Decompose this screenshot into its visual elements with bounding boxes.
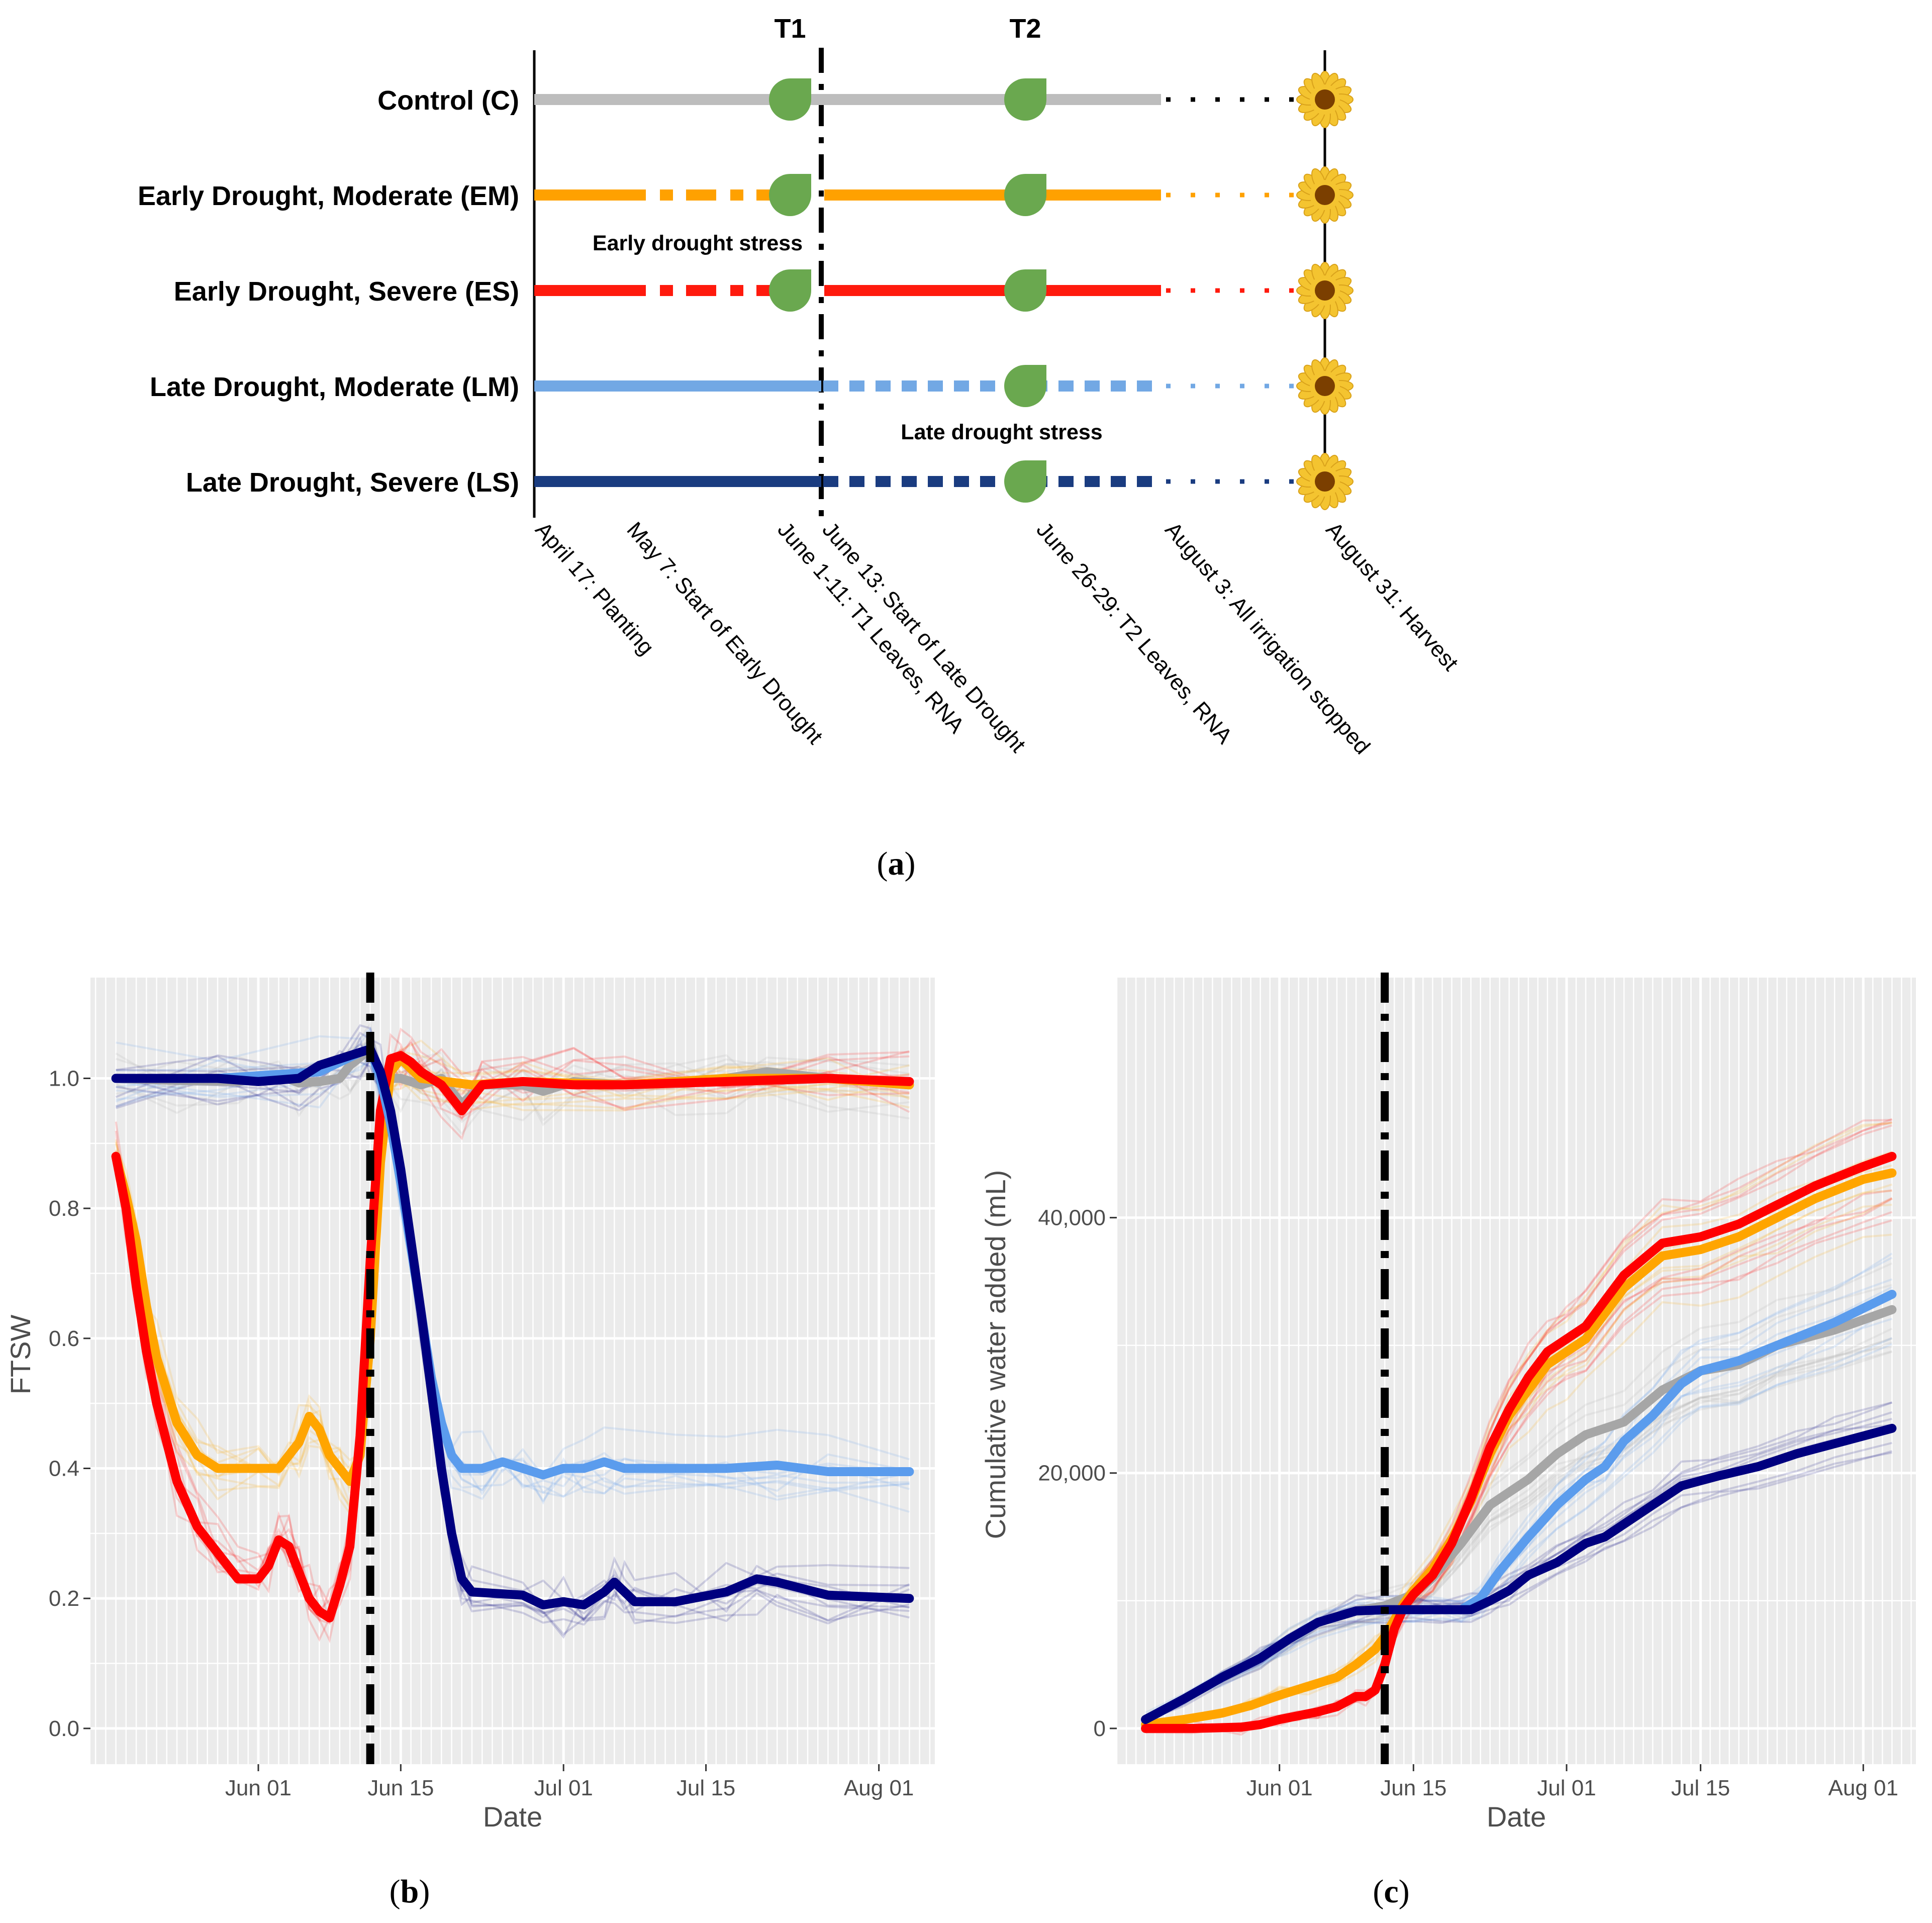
x-tick-label: Jun 01 [225, 1776, 292, 1800]
timeline-event-label: August 31: Harvest [1321, 517, 1463, 676]
individual-plant-trace [116, 1060, 910, 1123]
sunflower-icon [1296, 166, 1354, 224]
late-drought-annotation: Late drought stress [901, 420, 1102, 444]
individual-plant-trace [1144, 1327, 1893, 1725]
x-tick-label: Jul 15 [1671, 1776, 1730, 1800]
individual-plant-trace [1145, 1343, 1893, 1720]
y-tick-label: 0.4 [49, 1457, 79, 1481]
leaf-icon [1004, 365, 1046, 407]
individual-plant-trace [115, 1072, 910, 1516]
panel-c-letter: c [1384, 1873, 1398, 1910]
individual-plant-trace [1144, 1337, 1892, 1725]
y-tick-label: 0.0 [49, 1716, 79, 1741]
treatment-row: Early Drought, Moderate (EM) [138, 166, 1354, 224]
sunflower-icon [1296, 357, 1354, 415]
leaf-icon [1004, 174, 1046, 216]
panel-b-label: (b) [390, 1873, 430, 1910]
individual-plant-trace [1145, 1351, 1893, 1721]
sunflower-icon [1296, 453, 1354, 510]
x-tick-label: Jun 15 [1380, 1776, 1446, 1800]
leaf-icon [1004, 78, 1046, 121]
series-line [111, 1044, 914, 1610]
treatment-label: Early Drought, Severe (ES) [174, 276, 519, 307]
x-tick-label: Jul 01 [534, 1776, 593, 1800]
panel-b-x-axis-label: Date [483, 1801, 542, 1833]
treatment-label: Early Drought, Moderate (EM) [138, 181, 519, 211]
panel-b-y-axis-label: FTSW [5, 1315, 36, 1395]
x-tick-label: Jul 01 [1537, 1776, 1596, 1800]
series-line [111, 1051, 914, 1622]
x-tick-label: Aug 01 [844, 1776, 914, 1800]
treatment-label: Late Drought, Severe (LS) [186, 467, 519, 498]
timeline-event-label: June 13: Start of Late Drought [817, 517, 1030, 757]
leaf-icon [769, 174, 811, 216]
panel-c-y-axis-label: Cumulative water added (mL) [980, 1170, 1011, 1540]
x-tick-label: Jun 15 [367, 1776, 434, 1800]
leaf-icon [769, 269, 811, 312]
panel-c-x-axis-label: Date [1487, 1801, 1546, 1833]
individual-plant-trace [115, 1040, 910, 1102]
x-tick-label: Jun 01 [1246, 1776, 1313, 1800]
panel-b-ftsw-chart: 0.0 0.2 0.4 0.6 0.8 1.0 Jun 01 Jun 15 Jul 01 Jul … [5, 973, 935, 1910]
sunflower-icon [1296, 71, 1354, 128]
t1-label: T1 [774, 14, 806, 44]
series-line [1141, 1151, 1897, 1733]
treatment-row: Late Drought, Severe (LS) [186, 453, 1354, 510]
individual-plant-trace [115, 1027, 910, 1612]
individual-plant-trace [115, 1059, 910, 1472]
y-tick-label: 40,000 [1038, 1206, 1106, 1230]
treatment-label: Control (C) [377, 85, 519, 116]
y-tick-label: 0.8 [49, 1196, 79, 1221]
individual-plant-trace [1145, 1284, 1892, 1719]
sunflower-icon [1296, 262, 1354, 319]
panel-a-label: (a) [877, 845, 916, 882]
plot-background [1117, 978, 1916, 1764]
individual-plant-trace [115, 1079, 910, 1507]
treatment-label: Late Drought, Moderate (LM) [150, 372, 519, 402]
y-tick-label: 0 [1094, 1716, 1106, 1741]
y-tick-label: 0.2 [49, 1586, 79, 1611]
y-tick-label: 0.6 [49, 1326, 79, 1351]
x-tick-label: Jul 15 [677, 1776, 735, 1800]
individual-plant-trace [1145, 1257, 1893, 1720]
individual-plant-trace [1144, 1350, 1892, 1726]
panel-a-letter: a [888, 845, 905, 882]
individual-plant-trace [1145, 1450, 1892, 1721]
leaf-icon [769, 78, 811, 121]
leaf-icon [1004, 460, 1046, 503]
panel-b-letter: b [401, 1873, 419, 1910]
x-tick-label: Aug 01 [1828, 1776, 1898, 1800]
panel-c-water-chart: 0 20,000 40,000 Jun 01 Jun 15 Jul 01 Jul 15 Aug… [980, 973, 1916, 1910]
t2-label: T2 [1009, 14, 1041, 44]
treatment-row: Early Drought, Severe (ES) [174, 262, 1354, 319]
leaf-icon [1004, 269, 1046, 312]
y-tick-label: 20,000 [1038, 1461, 1106, 1486]
panel-c-label: (c) [1373, 1873, 1409, 1910]
early-drought-annotation: Early drought stress [593, 231, 803, 255]
treatment-row: Late Drought, Moderate (LM) [150, 357, 1354, 415]
panel-a-timeline: T1 T2 Control (C) Early Drought, Moderate… [138, 14, 1463, 882]
series-line [1141, 1423, 1897, 1724]
y-tick-label: 1.0 [49, 1066, 79, 1091]
treatment-row: Control (C) [377, 71, 1354, 128]
